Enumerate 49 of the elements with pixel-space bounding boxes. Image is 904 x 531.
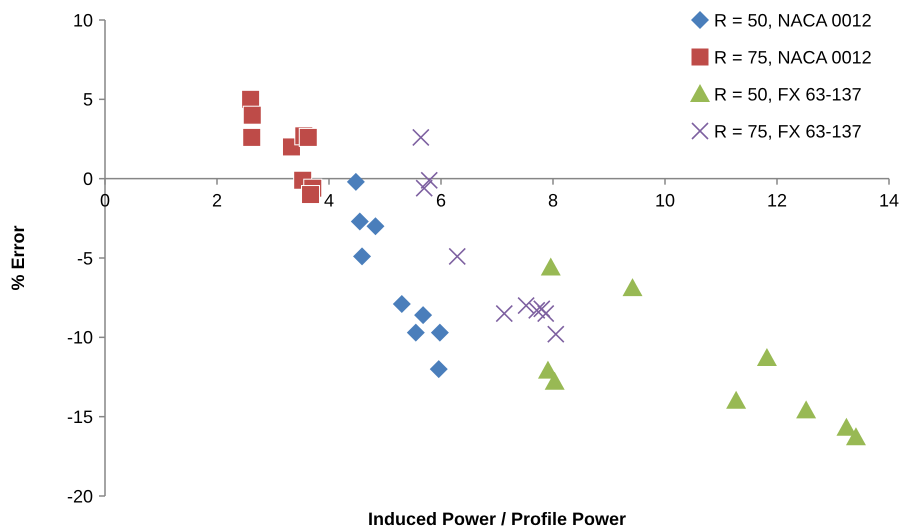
point (846, 427, 866, 446)
x-tick-label: 12 (766, 190, 788, 211)
x-tick-label: 8 (548, 190, 558, 211)
point (796, 400, 816, 418)
x-tick-label: 10 (654, 190, 676, 211)
point (536, 304, 555, 322)
point (726, 390, 746, 409)
legend-label: R = 50, FX 63-137 (714, 84, 862, 104)
point (346, 172, 365, 191)
point (301, 185, 320, 204)
point (540, 258, 561, 276)
x-tick-label: 4 (324, 190, 334, 211)
x-tick-label: 0 (100, 190, 110, 211)
y-tick-label: -20 (66, 486, 93, 506)
point (242, 106, 262, 125)
point (366, 217, 384, 236)
x-axis-title: Induced Power / Profile Power (368, 509, 626, 529)
y-axis-title: % Error (8, 225, 28, 291)
point (756, 348, 777, 366)
point (414, 306, 432, 324)
point (528, 302, 546, 320)
point (392, 295, 411, 314)
legend-label: R = 50, NACA 0012 (714, 10, 872, 30)
legend-label: R = 75, FX 63-137 (714, 121, 862, 142)
point (350, 212, 369, 231)
x-tick-label: 6 (436, 190, 446, 211)
point (547, 325, 565, 343)
y-tick-label: 10 (72, 10, 93, 30)
point (420, 171, 438, 190)
point (242, 128, 262, 147)
y-tick-label: -10 (66, 328, 93, 348)
x-tick-label: 2 (212, 190, 222, 211)
y-tick-label: 0 (82, 168, 93, 189)
legend-label: R = 75, NACA 0012 (714, 47, 872, 68)
point (412, 128, 430, 146)
y-tick-label: -5 (76, 248, 93, 268)
point (430, 324, 449, 342)
y-tick-label: -15 (66, 406, 93, 427)
point (544, 372, 565, 390)
point (415, 179, 433, 197)
y-tick-label: 5 (82, 90, 93, 110)
point (430, 360, 448, 378)
point (495, 304, 514, 322)
point (406, 324, 425, 342)
x-tick-label: 14 (878, 190, 900, 211)
point (298, 128, 318, 147)
point (622, 278, 643, 296)
point (353, 247, 372, 266)
point (448, 248, 466, 266)
